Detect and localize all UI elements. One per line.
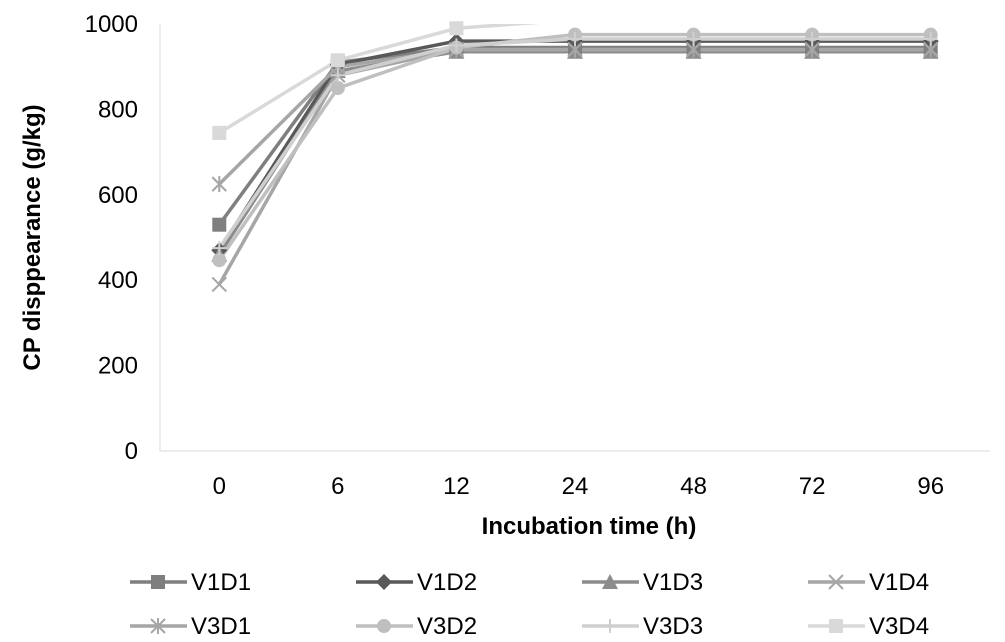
data-point-v3d2 xyxy=(330,81,345,96)
y-tick-label: 200 xyxy=(98,353,138,380)
x-tick-label: 96 xyxy=(917,473,944,500)
legend-marker xyxy=(150,618,166,634)
data-point-v3d3 xyxy=(923,31,938,46)
x-tick-label: 24 xyxy=(562,473,589,500)
x-axis-title: Incubation time (h) xyxy=(482,513,697,540)
legend-marker xyxy=(602,574,618,589)
legend-item-v3d4: V3D4 xyxy=(808,613,929,640)
legend-marker xyxy=(151,575,165,589)
legend-item-v1d1: V1D1 xyxy=(130,569,251,596)
legend-item-v1d2: V1D2 xyxy=(356,569,477,596)
series-line-v1d2 xyxy=(217,39,931,252)
legend: V1D1 V1D2 V1D3 V1D4 V3D1 V3D2 V3D3 V3D4 xyxy=(130,569,929,640)
legend-item-v3d1: V3D1 xyxy=(130,613,251,640)
x-tick-label: 12 xyxy=(443,473,470,500)
legend-marker xyxy=(376,574,392,590)
legend-label: V3D3 xyxy=(643,613,703,640)
legend-label: V1D3 xyxy=(643,569,703,596)
legend-label: V3D2 xyxy=(417,613,477,640)
data-point-v3d3 xyxy=(805,31,820,46)
x-tick-label: 72 xyxy=(799,473,826,500)
legend-label: V1D2 xyxy=(417,569,477,596)
legend-marker xyxy=(603,619,617,633)
data-point-v3d2 xyxy=(212,253,227,268)
data-point-v3d3 xyxy=(686,31,701,46)
series-line-v3d3 xyxy=(217,37,931,250)
x-tick-label: 48 xyxy=(680,473,707,500)
legend-marker xyxy=(828,574,844,590)
y-tick-label: 400 xyxy=(98,267,138,294)
legend-marker xyxy=(377,619,391,633)
series-line-v1d1 xyxy=(217,45,931,226)
data-point-v3d3 xyxy=(212,241,227,256)
data-point-v3d3 xyxy=(330,68,345,83)
legend-label: V1D1 xyxy=(191,569,251,596)
y-tick-label: 0 xyxy=(125,438,138,465)
data-point-v3d3 xyxy=(568,31,582,46)
data-point-v3d4 xyxy=(330,53,345,68)
data-point-v3d4 xyxy=(212,125,227,140)
axes-layer xyxy=(159,24,990,452)
data-point-v3d4 xyxy=(449,21,464,36)
series-layer xyxy=(217,24,931,286)
labels-layer: 0 200 400 600 800 1000 0 6 12 24 48 72 96 Incubation … xyxy=(19,11,944,540)
series-line-v3d1 xyxy=(218,47,931,186)
data-point-v1d4 xyxy=(211,276,227,293)
x-tick-label: 0 xyxy=(213,473,226,500)
y-tick-label: 800 xyxy=(98,96,138,123)
y-tick-label: 600 xyxy=(98,182,138,209)
x-tick-label: 6 xyxy=(331,473,344,500)
legend-item-v3d2: V3D2 xyxy=(356,613,477,640)
y-tick-label: 1000 xyxy=(85,11,138,38)
legend-label: V1D4 xyxy=(869,569,929,596)
legend-item-v3d3: V3D3 xyxy=(582,613,703,640)
data-point-v3d1 xyxy=(211,176,227,193)
y-axis-title: CP disppearance (g/kg) xyxy=(19,104,46,370)
data-point-v1d1 xyxy=(212,217,227,232)
data-point-v3d3 xyxy=(449,38,464,53)
markers-layer xyxy=(211,21,939,293)
legend-item-v1d4: V1D4 xyxy=(808,569,929,596)
legend-label: V3D1 xyxy=(191,613,251,640)
legend-label: V3D4 xyxy=(869,613,929,640)
legend-marker xyxy=(829,619,843,633)
legend-item-v1d3: V1D3 xyxy=(582,569,703,596)
